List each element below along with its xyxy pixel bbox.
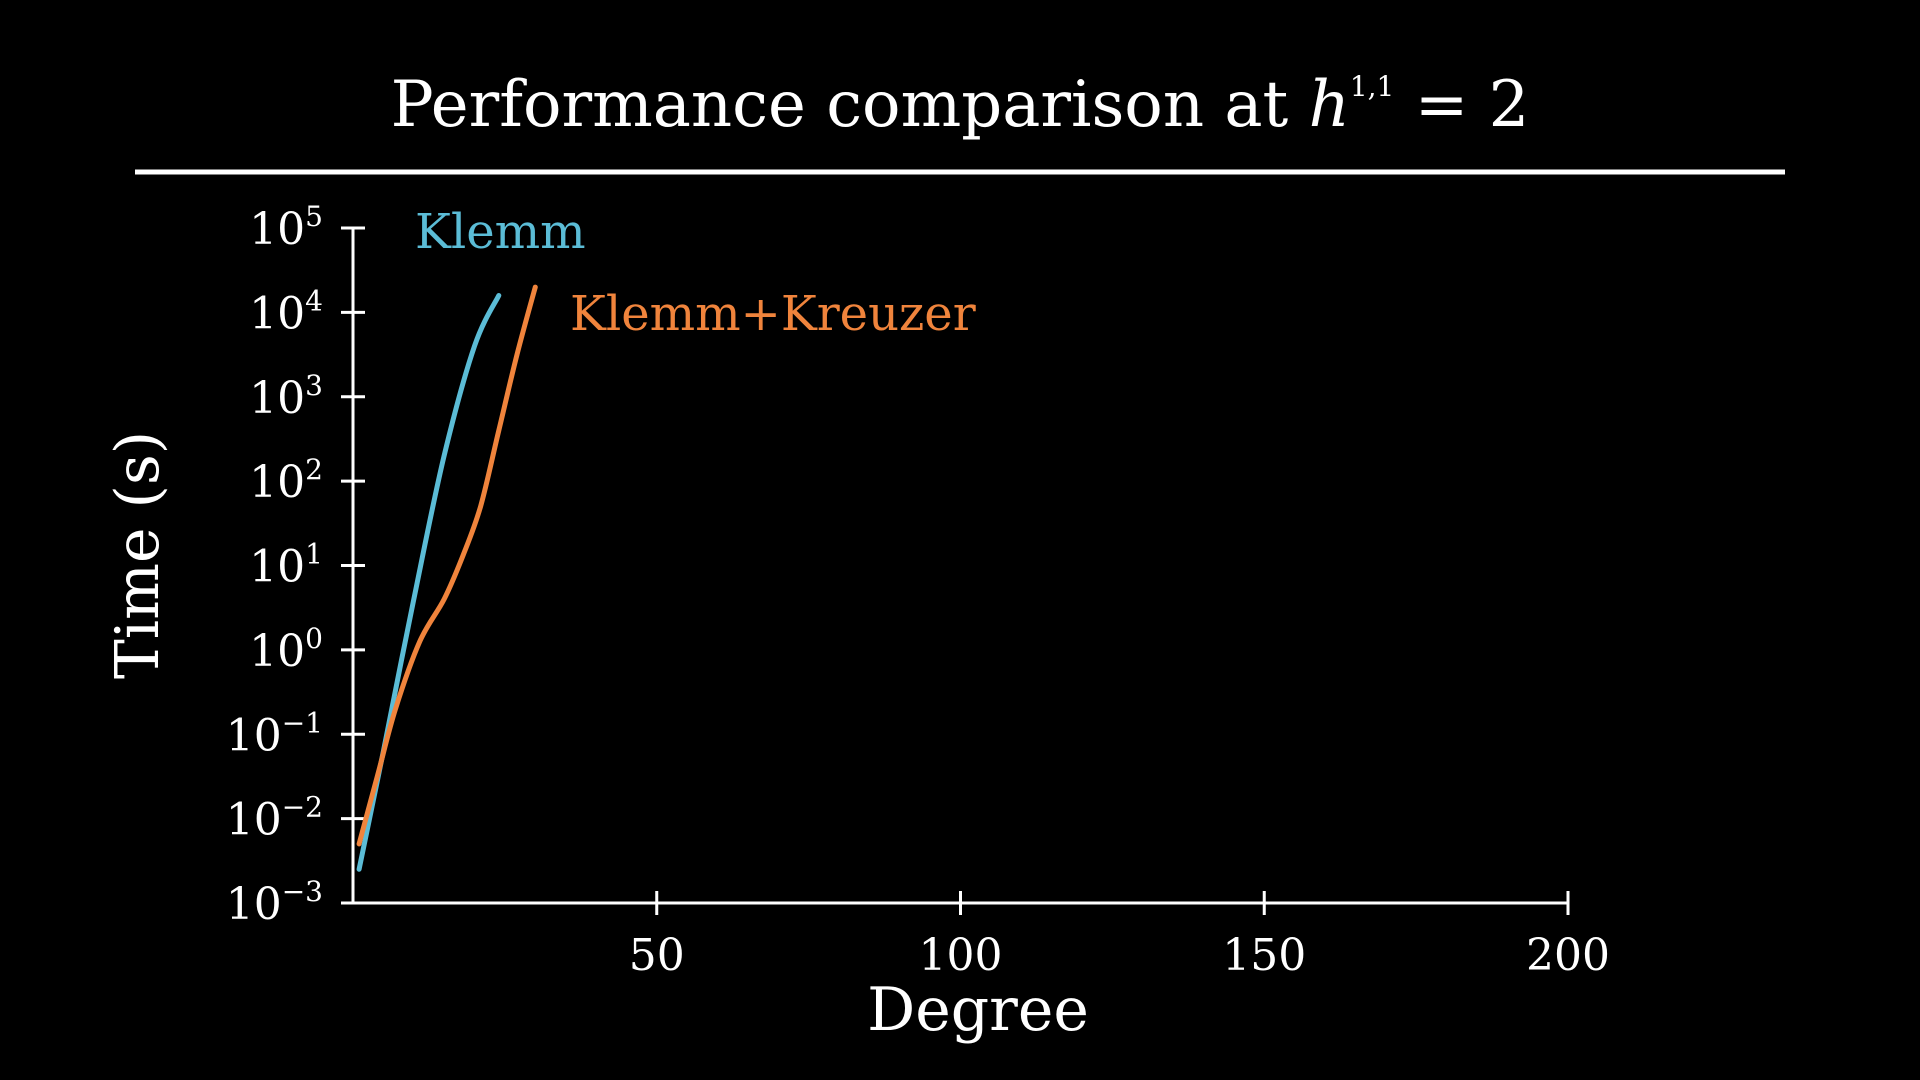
y-tick-label: 10−1 bbox=[226, 706, 323, 761]
x-tick-label: 150 bbox=[1222, 930, 1306, 981]
y-axis-title: Time (s) bbox=[103, 431, 173, 679]
x-ticks: 50 100 150 200 bbox=[629, 891, 1610, 981]
y-tick-label: 103 bbox=[249, 369, 323, 424]
series-line-klemm bbox=[356, 293, 502, 872]
chart-title-variable: h bbox=[1309, 68, 1350, 142]
y-tick-label: 102 bbox=[249, 453, 323, 508]
chart-title-prefix: Performance comparison at bbox=[391, 68, 1309, 142]
series-label-klemm: Klemm bbox=[415, 204, 586, 260]
y-tick-label: 105 bbox=[249, 200, 323, 255]
y-tick-label: 100 bbox=[249, 622, 323, 677]
chart-title-suffix: = 2 bbox=[1394, 68, 1529, 142]
series-line-klemm-kreuzer bbox=[356, 284, 538, 847]
series-label-klemm-kreuzer: Klemm+Kreuzer bbox=[570, 286, 976, 342]
chart-title-superscript: 1,1 bbox=[1350, 70, 1395, 103]
chart-title: Performance comparison at h1,1 = 2 bbox=[391, 68, 1530, 142]
y-tick-label: 10−2 bbox=[226, 791, 323, 846]
series-layer bbox=[356, 284, 538, 872]
y-ticks: 10−3 10−2 10−1 100 101 102 103 104 105 bbox=[226, 200, 365, 930]
x-tick-label: 100 bbox=[919, 930, 1003, 981]
x-tick-label: 200 bbox=[1526, 930, 1610, 981]
x-tick-label: 50 bbox=[629, 930, 685, 981]
y-tick-label: 104 bbox=[249, 284, 323, 339]
y-tick-label: 10−3 bbox=[226, 875, 323, 930]
x-axis-title: Degree bbox=[867, 975, 1089, 1045]
y-tick-label: 101 bbox=[249, 538, 323, 593]
